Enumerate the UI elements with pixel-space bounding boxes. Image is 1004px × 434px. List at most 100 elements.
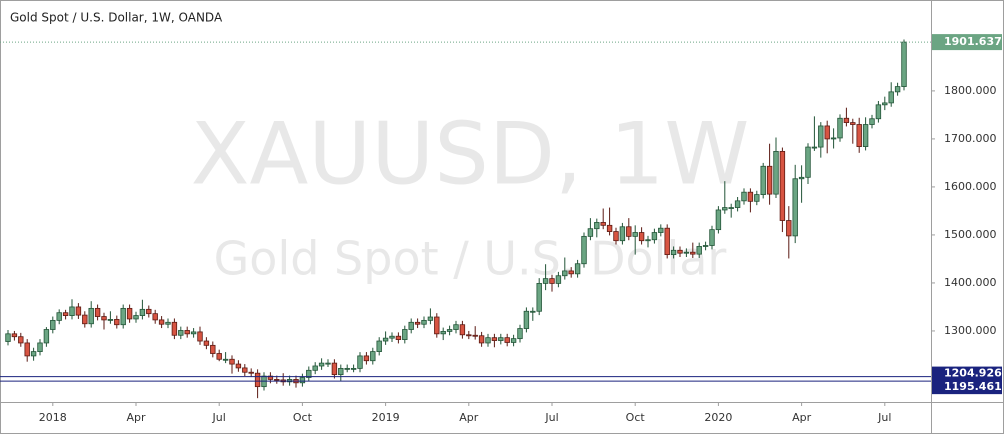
candle-body (325, 362, 331, 365)
candle-body (389, 335, 395, 339)
y-tick-label: 1800.000 (944, 84, 997, 97)
candle-body (363, 355, 370, 362)
candle-body (43, 329, 50, 344)
x-tick-label: Oct (293, 411, 313, 424)
candle-body (504, 337, 510, 343)
candle-body (440, 331, 446, 335)
candle-body (722, 207, 728, 211)
candle-body (901, 41, 907, 87)
plot (5, 39, 907, 399)
y-tick-label: 1400.000 (944, 276, 997, 289)
candle-body (453, 324, 459, 330)
candle-body (478, 335, 485, 344)
candle-body (574, 263, 581, 275)
candle-body (869, 118, 875, 125)
candle-body (472, 334, 478, 337)
candle-body (197, 331, 203, 342)
candle-body (626, 226, 632, 237)
candle-body (856, 124, 862, 147)
candle-body (274, 379, 280, 381)
candle-body (882, 102, 888, 106)
candle-body (88, 307, 94, 325)
x-tick-label: 2019 (372, 411, 400, 424)
candle-body (370, 351, 376, 362)
candle-body (766, 165, 773, 195)
candle-body (203, 340, 210, 346)
candle-body (830, 137, 837, 140)
chart-title: Gold Spot / U.S. Dollar, 1W, OANDA (10, 11, 223, 25)
candle-body (664, 227, 670, 256)
candle-body (306, 369, 312, 378)
candle-body (606, 224, 613, 232)
candle-body (760, 165, 766, 195)
candle-body (210, 344, 216, 354)
y-tick-label: 1700.000 (944, 132, 997, 145)
price-label-box (932, 380, 1002, 395)
candle-body (30, 351, 37, 357)
candle-body (133, 315, 139, 320)
candle-body (107, 319, 114, 321)
candle-body (75, 306, 82, 316)
candle-body (549, 278, 555, 284)
candle-body (651, 232, 658, 241)
candle-body (613, 231, 619, 242)
candle-body (139, 308, 146, 316)
candle-body (178, 330, 184, 336)
candle-body (587, 228, 594, 237)
candle-body (498, 337, 504, 341)
candle-body (318, 362, 325, 367)
candle-body (677, 249, 683, 254)
candle-body (229, 358, 235, 365)
candle-body (594, 222, 600, 230)
candle-body (862, 124, 869, 147)
x-tick-label: 2018 (39, 411, 67, 424)
candle-body (690, 251, 696, 255)
x-tick-label: Oct (626, 411, 646, 424)
x-tick-label: Jul (877, 411, 891, 424)
candle-body (158, 319, 165, 325)
candle-body (421, 319, 427, 325)
candle-body (331, 362, 338, 376)
candle-body (184, 330, 190, 335)
candle-body (702, 245, 709, 247)
candle-body (242, 367, 248, 373)
candle-body (645, 239, 651, 242)
candle-body (734, 200, 741, 208)
candle-body (632, 232, 638, 237)
candle-body (792, 178, 798, 237)
candle-body (126, 307, 133, 320)
candle-body (715, 209, 722, 231)
candle-body (798, 176, 805, 180)
candle-body (434, 316, 440, 335)
candle-body (69, 306, 75, 316)
candle-body (357, 355, 363, 369)
x-tick-label: Apr (126, 411, 146, 424)
candle-body (120, 307, 126, 326)
candle-body (299, 377, 306, 384)
candle-body (395, 335, 402, 340)
candle-body (18, 336, 24, 344)
candle-body (382, 337, 389, 342)
candle-body (536, 283, 542, 312)
candle-body (402, 329, 408, 340)
candle-body (5, 333, 11, 342)
candle-body (747, 191, 754, 202)
candle-body (485, 337, 491, 344)
candle-body (414, 321, 421, 325)
x-tick-label: Jul (212, 411, 226, 424)
price-label: 1204.926 (944, 367, 1002, 380)
candle-body (773, 150, 779, 195)
candle-body (82, 314, 88, 325)
candle-body (786, 220, 792, 237)
x-tick-label: Apr (792, 411, 812, 424)
candle-body (805, 146, 811, 178)
candle-body (165, 321, 171, 325)
candle-body (638, 232, 645, 242)
candle-body (254, 372, 261, 388)
candle-body (837, 117, 843, 139)
candle-body (235, 363, 242, 369)
candle-body (754, 194, 760, 202)
